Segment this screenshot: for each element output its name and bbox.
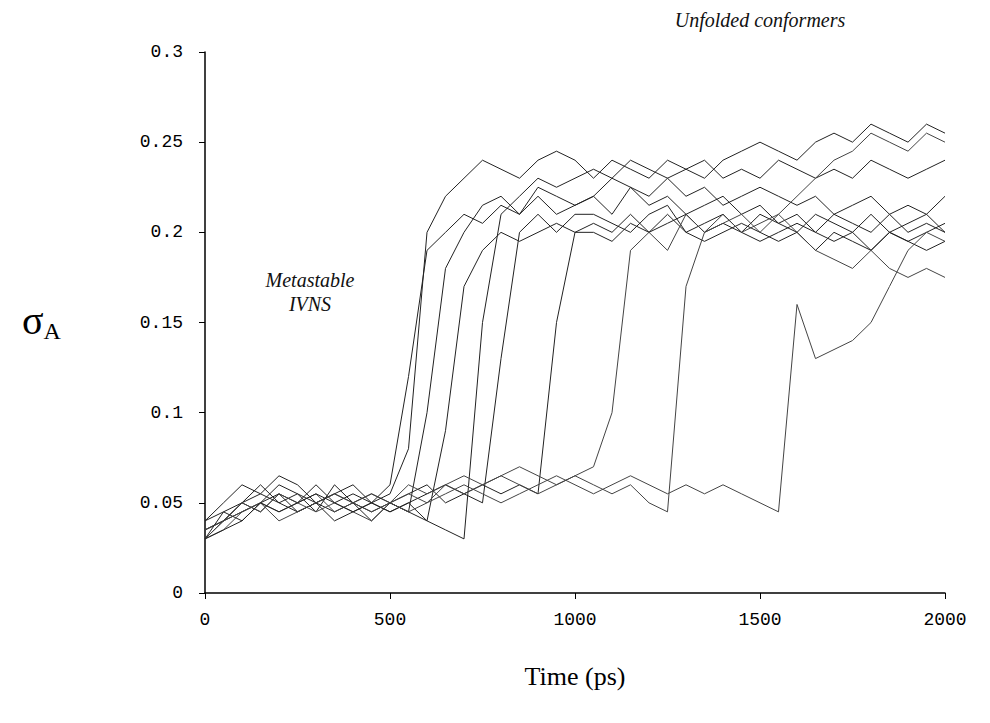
svg-text:0.25: 0.25 xyxy=(140,132,183,152)
svg-text:σ: σ xyxy=(22,298,44,343)
svg-text:0: 0 xyxy=(172,583,183,603)
svg-text:0.1: 0.1 xyxy=(151,403,183,423)
svg-text:0.05: 0.05 xyxy=(140,493,183,513)
svg-text:IVNS: IVNS xyxy=(288,293,331,315)
svg-text:A: A xyxy=(44,318,62,344)
svg-text:2000: 2000 xyxy=(923,610,966,630)
svg-text:Unfolded conformers: Unfolded conformers xyxy=(675,9,846,32)
svg-text:0.3: 0.3 xyxy=(151,42,183,62)
svg-text:Time (ps): Time (ps) xyxy=(525,662,626,691)
svg-text:0.15: 0.15 xyxy=(140,313,183,333)
svg-text:0: 0 xyxy=(200,610,211,630)
svg-text:0.2: 0.2 xyxy=(151,222,183,242)
svg-text:Metastable: Metastable xyxy=(265,269,355,291)
svg-text:1000: 1000 xyxy=(553,610,596,630)
svg-text:1500: 1500 xyxy=(738,610,781,630)
svg-text:500: 500 xyxy=(374,610,406,630)
